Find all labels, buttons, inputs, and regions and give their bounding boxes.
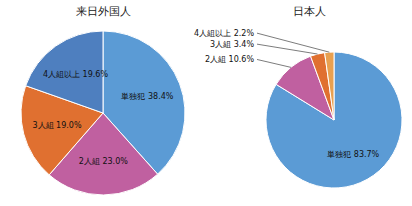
data-label: 3人組 19.0% <box>32 121 81 130</box>
label-value: 19.6% <box>80 70 108 79</box>
pie-slice <box>266 52 402 188</box>
label-category: 単独犯 <box>327 150 351 159</box>
background <box>0 0 412 206</box>
label-category: 単独犯 <box>121 92 145 101</box>
data-label: 単独犯 83.7% <box>327 150 379 159</box>
data-label: 4人組以上 19.6% <box>43 70 108 79</box>
label-category: 4人組以上 <box>43 70 80 79</box>
label-value: 23.0% <box>100 156 128 165</box>
label-value: 2.2% <box>231 29 254 38</box>
pie-slice <box>325 52 334 120</box>
label-category: 2人組 <box>79 156 100 165</box>
pie-chart: 来日外国人単独犯 38.4% 2人組 23.0% 3人組 19.0% 4人組以上 19… <box>21 5 185 195</box>
chart-title: 来日外国人 <box>76 5 131 18</box>
data-label: 4人組以上 2.2% <box>194 29 254 38</box>
leader-line <box>257 33 329 52</box>
chart-root: 来日外国人単独犯 38.4% 2人組 23.0% 3人組 19.0% 4人組以上 19… <box>0 0 412 206</box>
leader-line <box>257 44 317 54</box>
data-label: 2人組 23.0% <box>79 156 128 165</box>
data-label: 2人組 10.6% <box>205 55 254 64</box>
data-label: 単独犯 38.4% <box>121 92 173 101</box>
label-category: 2人組 <box>205 55 226 64</box>
label-category: 3人組 <box>32 121 53 130</box>
chart-title: 日本人 <box>293 5 326 18</box>
label-value: 38.4% <box>145 92 173 101</box>
label-value: 3.4% <box>231 40 254 49</box>
pie-chart: 日本人単独犯 83.7%2人組 10.6%3人組 3.4%4人組以上 2.2% <box>194 5 402 188</box>
label-value: 10.6% <box>226 55 254 64</box>
label-value: 19.0% <box>54 121 82 130</box>
pie-slice <box>311 53 334 120</box>
label-value: 83.7% <box>351 150 379 159</box>
label-category: 3人組 <box>210 40 231 49</box>
label-category: 4人組以上 <box>194 29 231 38</box>
data-label: 3人組 3.4% <box>210 40 254 49</box>
leader-line <box>257 59 291 67</box>
